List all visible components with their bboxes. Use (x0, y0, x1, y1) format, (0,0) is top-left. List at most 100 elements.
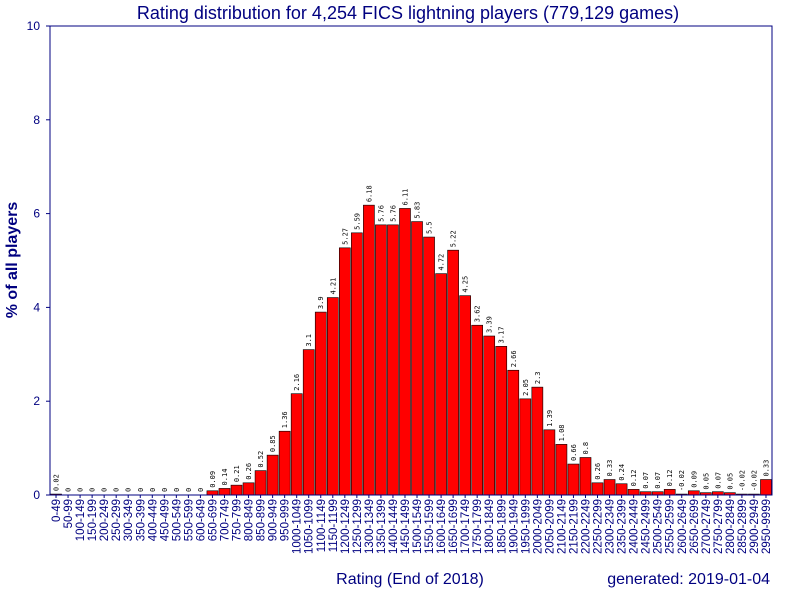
bar (760, 479, 772, 496)
value-label: 0.07 (714, 472, 722, 489)
value-label: 0 (197, 488, 205, 492)
x-tick-label: 1500-1549 (412, 499, 424, 554)
value-label: 4.25 (462, 276, 470, 293)
value-label: 0.26 (594, 463, 602, 480)
x-tick-label: 2600-2649 (677, 499, 689, 554)
bar (302, 349, 315, 496)
x-tick-label: 850-899 (256, 499, 268, 541)
bar (507, 369, 520, 496)
bar (206, 490, 219, 496)
value-label: 0.33 (606, 460, 614, 477)
x-tick-label: 450-499 (159, 499, 171, 541)
bar (363, 204, 375, 496)
bar (531, 386, 544, 496)
x-tick-label: 1350-1399 (376, 499, 388, 554)
value-label: 3.62 (474, 305, 482, 322)
bar (615, 483, 628, 496)
x-tick-label: 2500-2549 (653, 499, 665, 554)
x-tick-label: 1550-1599 (424, 499, 436, 554)
bar (411, 221, 423, 496)
x-tick-label: 800-849 (244, 499, 256, 541)
x-tick-label: 2000-2049 (532, 499, 544, 554)
value-label: 5.83 (414, 202, 422, 219)
x-tick-label: 2250-2299 (593, 499, 605, 554)
x-tick-label: 2900-2949 (749, 499, 761, 554)
bar (254, 470, 267, 496)
x-tick-label: 2950-9999 (761, 499, 773, 554)
x-tick-label: 300-349 (123, 499, 135, 541)
bar (567, 463, 580, 496)
value-label: 1.39 (546, 410, 554, 427)
value-label: 0 (161, 488, 169, 492)
value-label: -0.02 (678, 470, 686, 491)
bar (543, 429, 556, 496)
value-label: 0 (101, 488, 109, 492)
value-label: -0.02 (738, 470, 746, 491)
bar (435, 273, 447, 496)
value-label: 0.09 (690, 471, 698, 488)
y-axis-label: % of all players (4, 202, 21, 319)
x-tick-label: 1750-1799 (472, 499, 484, 554)
x-tick-label: 2100-2149 (556, 499, 568, 554)
plot-frame (49, 25, 773, 496)
x-tick-label: 550-599 (183, 499, 195, 541)
value-label: 2.05 (522, 379, 530, 396)
bar (399, 208, 411, 496)
value-label: 0.12 (666, 470, 674, 487)
value-label: 5.59 (353, 213, 361, 230)
x-tick-label: 50-99 (63, 499, 75, 528)
x-tick-label: 2400-2449 (629, 499, 641, 554)
x-tick-label: 1800-1849 (484, 499, 496, 554)
x-tick-label: 1400-1449 (388, 499, 400, 554)
bar (230, 484, 243, 496)
x-tick-label: 1850-1899 (496, 499, 508, 554)
value-label: 0 (89, 488, 97, 492)
x-tick-label: 1250-1299 (352, 499, 364, 554)
value-label: 0.8 (582, 442, 590, 455)
x-tick-label: 2850-2899 (737, 499, 749, 554)
x-tick-label: 200-249 (99, 499, 111, 541)
x-tick-label: 250-299 (111, 499, 123, 541)
x-tick-label: 900-949 (268, 499, 280, 541)
x-tick-label: 1950-1999 (520, 499, 532, 554)
bar (663, 489, 676, 496)
value-label: 0 (173, 488, 181, 492)
value-label: 5.76 (377, 205, 385, 222)
bar (218, 488, 231, 496)
bar (591, 482, 604, 496)
value-label: 5.27 (341, 228, 349, 245)
value-label: 5.22 (450, 230, 458, 247)
bar (483, 335, 496, 496)
x-tick-label: 750-799 (232, 499, 244, 541)
x-tick-label: 100-149 (75, 499, 87, 541)
bar (375, 224, 387, 496)
chart-title: Rating distribution for 4,254 FICS light… (137, 3, 679, 23)
x-tick-labels: 0-49 50-99 100-149 150-199 200-249 250-299 300… (51, 495, 773, 554)
x-tick-label: 350-399 (135, 499, 147, 541)
bar (351, 232, 363, 496)
value-label: 5.76 (389, 205, 397, 222)
value-label: 0 (125, 488, 133, 492)
value-label: 1.08 (558, 424, 566, 441)
bar (603, 479, 616, 496)
x-tick-label: 2150-2199 (568, 499, 580, 554)
bar (447, 249, 459, 496)
y-tick-label: 8 (33, 113, 40, 127)
value-label: 0.07 (642, 472, 650, 489)
x-tick-label: 2200-2249 (580, 499, 592, 554)
value-label: 0 (137, 488, 145, 492)
value-label: 0.52 (257, 451, 265, 468)
bar (555, 444, 568, 496)
value-label: 0.07 (654, 472, 662, 489)
value-label: 4.21 (329, 278, 337, 295)
generated-date: generated: 2019-01-04 (607, 571, 770, 588)
bar (423, 236, 435, 496)
x-tick-label: 2750-2799 (713, 499, 725, 554)
x-tick-label: 1200-1249 (340, 499, 352, 554)
x-tick-label: 1450-1499 (400, 499, 412, 554)
bar (519, 398, 532, 496)
y-tick-label: 10 (27, 19, 41, 33)
value-label: 0.26 (245, 463, 253, 480)
y-tick-label: 6 (33, 207, 40, 221)
